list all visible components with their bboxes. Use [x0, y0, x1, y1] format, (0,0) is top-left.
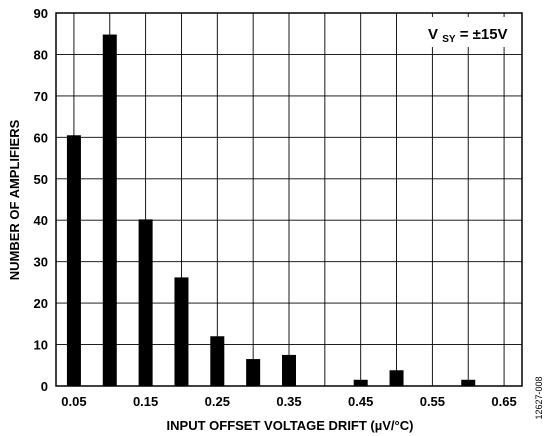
x-tick-label: 0.55	[420, 394, 445, 409]
bar	[282, 354, 296, 386]
annotation-base: V	[428, 26, 438, 43]
y-tick-label: 20	[34, 296, 48, 311]
annotation-subscript: SY	[442, 34, 456, 45]
x-tick-label: 0.45	[348, 394, 373, 409]
legend-box-background	[420, 17, 520, 47]
y-tick-label: 40	[34, 213, 48, 228]
x-tick-labels: 0.05 0.15 0.25 0.35 0.45 0.55 0.65	[61, 394, 516, 409]
bar	[138, 219, 153, 386]
y-tick-label: 90	[34, 6, 48, 21]
grid-lines	[56, 13, 522, 386]
bar	[66, 135, 81, 386]
y-tick-labels: 0 10 20 30 40 50 60 70 80 90	[34, 6, 48, 394]
legend-box: V SY = ±15V	[420, 17, 520, 47]
annotation-text: = ±15V	[460, 26, 508, 43]
y-tick-label: 10	[34, 338, 48, 353]
x-tick-label: 0.25	[205, 394, 230, 409]
bar	[174, 277, 189, 386]
bar	[461, 379, 476, 386]
bar	[246, 359, 261, 386]
y-tick-label: 80	[34, 47, 48, 62]
bar	[353, 379, 368, 386]
bar	[389, 370, 404, 386]
bar	[102, 34, 117, 386]
y-tick-label: 60	[34, 130, 48, 145]
y-axis-title: NUMBER OF AMPLIFIERS	[7, 119, 22, 280]
y-tick-label: 50	[34, 172, 48, 187]
x-tick-label: 0.15	[133, 394, 158, 409]
x-tick-label: 0.35	[276, 394, 301, 409]
x-tick-label: 0.65	[491, 394, 516, 409]
x-axis-title: INPUT OFFSET VOLTAGE DRIFT (µV/°C)	[167, 418, 414, 433]
y-tick-label: 30	[34, 255, 48, 270]
supply-voltage-annotation: V SY = ±15V	[428, 26, 508, 46]
bar	[210, 336, 225, 386]
plot-frame	[55, 12, 523, 387]
y-tick-label: 70	[34, 89, 48, 104]
figure-id: 12627-008	[534, 376, 544, 419]
bars	[66, 34, 476, 386]
x-tick-label: 0.05	[61, 394, 86, 409]
y-tick-label: 0	[41, 379, 48, 394]
